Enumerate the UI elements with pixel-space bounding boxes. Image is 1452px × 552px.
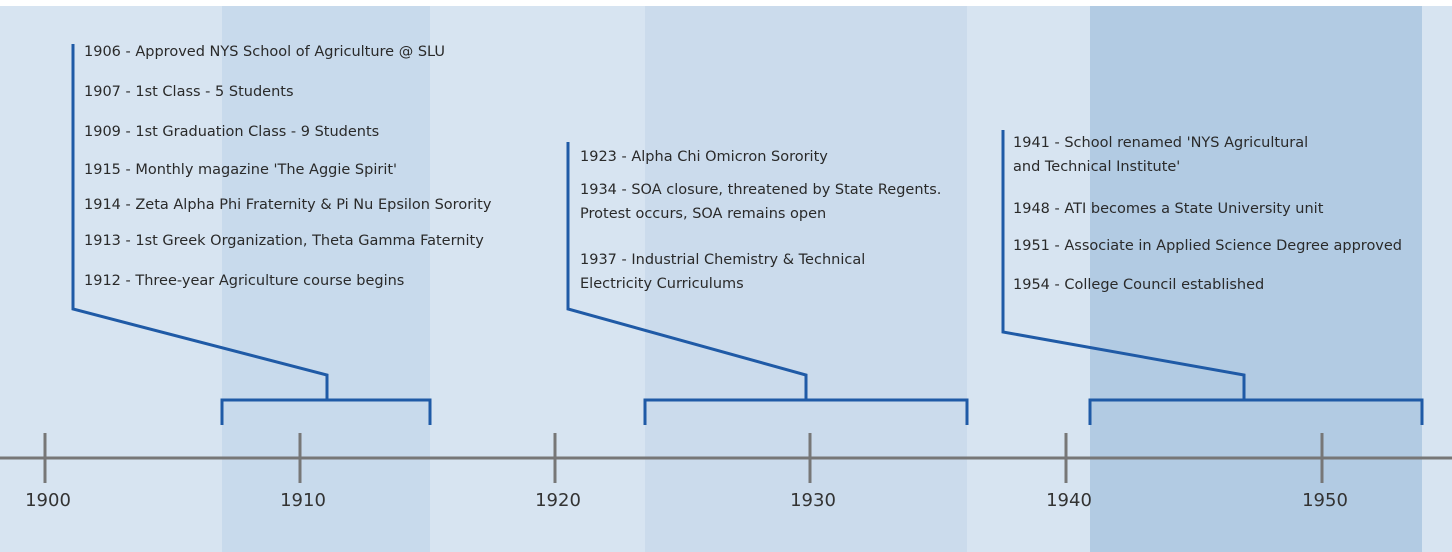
event-text: 1912 - Three-year Agriculture course beg… xyxy=(84,273,404,289)
event-text: Electricity Curriculums xyxy=(580,276,744,292)
band xyxy=(1090,6,1422,552)
event-text: 1937 - Industrial Chemistry & Technical xyxy=(580,252,865,268)
event-text: 1909 - 1st Graduation Class - 9 Students xyxy=(84,124,379,140)
event-text: 1948 - ATI becomes a State University un… xyxy=(1013,201,1324,217)
event-text: 1954 - College Council established xyxy=(1013,277,1264,293)
axis-label: 1930 xyxy=(790,490,836,511)
band xyxy=(645,6,967,552)
event-text: 1914 - Zeta Alpha Phi Fraternity & Pi Nu… xyxy=(84,197,492,213)
bracket xyxy=(566,142,969,425)
axis-label: 1940 xyxy=(1046,490,1092,511)
axis-label: 1950 xyxy=(1302,490,1348,511)
bracket xyxy=(71,44,432,425)
event-text: 1951 - Associate in Applied Science Degr… xyxy=(1013,238,1402,254)
axis-label: 1900 xyxy=(25,490,71,511)
event-text: 1915 - Monthly magazine 'The Aggie Spiri… xyxy=(84,162,397,178)
event-text: Protest occurs, SOA remains open xyxy=(580,206,826,222)
bracket xyxy=(1001,130,1424,425)
event-text: 1913 - 1st Greek Organization, Theta Gam… xyxy=(84,233,484,249)
band xyxy=(222,6,430,552)
event-text: 1941 - School renamed 'NYS Agricultural xyxy=(1013,135,1308,151)
axis-label: 1920 xyxy=(535,490,581,511)
event-text: 1934 - SOA closure, threatened by State … xyxy=(580,182,941,198)
event-text: 1907 - 1st Class - 5 Students xyxy=(84,84,294,100)
event-text: and Technical Institute' xyxy=(1013,159,1180,175)
axis-label: 1910 xyxy=(280,490,326,511)
event-text: 1906 - Approved NYS School of Agricultur… xyxy=(84,44,445,60)
event-text: 1923 - Alpha Chi Omicron Sorority xyxy=(580,149,828,165)
